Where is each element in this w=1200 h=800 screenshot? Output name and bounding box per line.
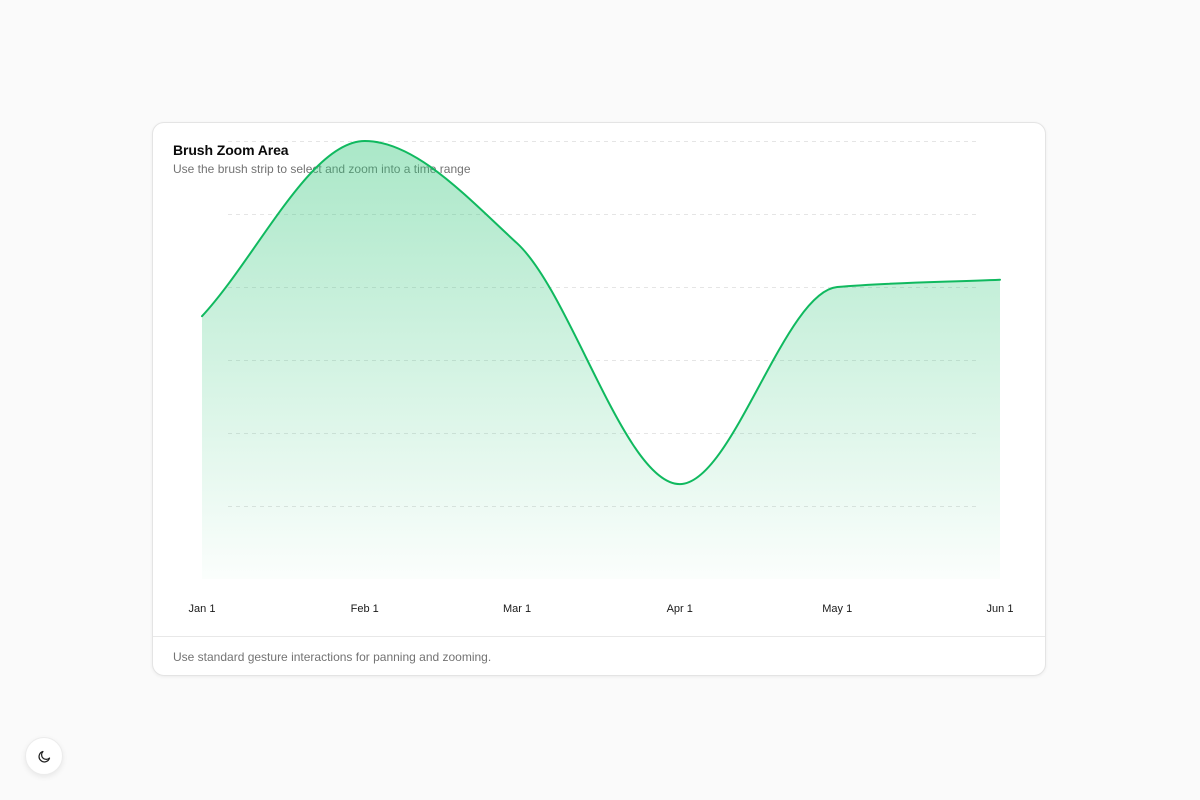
chart-title: Brush Zoom Area (173, 142, 289, 158)
card-footer: Use standard gesture interactions for pa… (153, 636, 1045, 677)
x-tick-label: Jun 1 (987, 603, 1014, 615)
theme-toggle-button[interactable] (25, 737, 63, 775)
area-fill (202, 141, 1000, 579)
x-axis: Jan 1 Feb 1 Mar 1 Apr 1 May 1 Jun 1 (189, 603, 1014, 615)
x-tick-label: Jan 1 (189, 603, 216, 615)
x-tick-label: Feb 1 (351, 603, 379, 615)
chart-card: Brush Zoom Area Use the brush strip to s… (152, 122, 1046, 676)
x-tick-label: Apr 1 (667, 603, 693, 615)
area-series (201, 140, 1001, 579)
moon-icon (37, 750, 50, 763)
area-chart[interactable]: Jan 1 Feb 1 Mar 1 Apr 1 May 1 Jun 1 (153, 123, 1047, 635)
x-tick-label: May 1 (822, 603, 852, 615)
footer-note: Use standard gesture interactions for pa… (173, 650, 492, 664)
series-line (201, 140, 1001, 486)
x-tick-label: Mar 1 (503, 603, 531, 615)
